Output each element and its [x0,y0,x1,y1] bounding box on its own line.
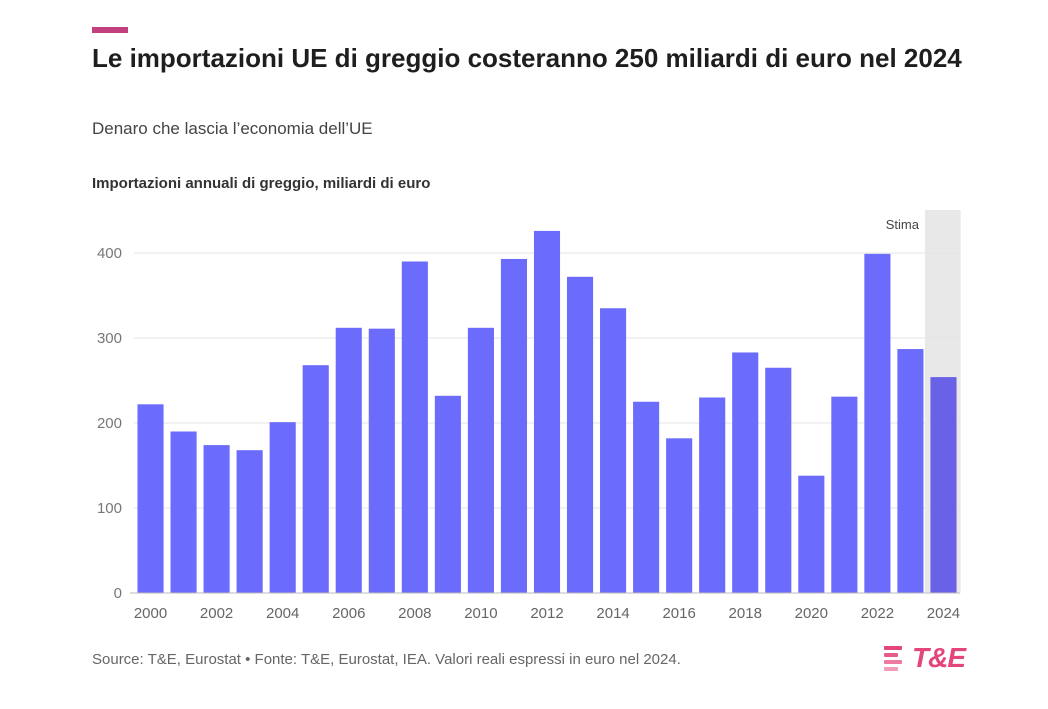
y-tick-label: 100 [97,500,122,517]
bar-2006 [335,327,362,593]
x-tick-label: 2018 [729,605,762,622]
bar-2007 [368,328,395,593]
chart-title: Le importazioni UE di greggio costeranno… [92,43,962,73]
accent-bar [92,27,128,33]
bar-2017 [699,397,726,593]
bar-2014 [600,308,627,593]
bar-2011 [500,258,528,593]
bar-2020 [798,475,825,593]
bar-2019 [765,367,792,593]
bar-2023 [897,349,924,593]
bar-2015 [633,401,660,593]
x-tick-label: 2020 [795,605,828,622]
y-tick-label: 0 [114,585,122,602]
y-tick-label: 300 [97,330,122,347]
bar-2018 [732,352,759,593]
bar-2012 [533,230,561,593]
logo-stripes-icon [884,646,906,672]
x-tick-label: 2010 [464,605,497,622]
logo-text: T&E [912,642,966,673]
bar-2005 [302,365,329,593]
x-tick-label: 2006 [332,605,365,622]
x-tick-label: 2004 [266,605,299,622]
x-tick-label: 2002 [200,605,233,622]
bar-2001 [170,431,197,593]
bar-2004 [269,422,296,593]
bar-2022 [864,253,891,593]
bar-2021 [831,396,858,593]
y-axis-label: Importazioni annuali di greggio, miliard… [92,175,431,192]
bar-2013 [566,276,594,593]
chart-subtitle: Denaro che lascia l’economia dell’UE [92,119,373,138]
bar-2016 [666,438,693,593]
x-tick-label: 2014 [596,605,629,622]
y-tick-label: 400 [97,245,122,262]
bar-2000 [137,404,164,593]
bar-2003 [236,450,263,593]
x-tick-label: 2000 [134,605,167,622]
bar-2010 [467,327,494,593]
x-tick-label: 2008 [398,605,431,622]
bar-2009 [434,395,461,593]
y-tick-label: 200 [97,415,122,432]
source-note: Source: T&E, Eurostat • Fonte: T&E, Euro… [92,651,681,668]
bar-2008 [401,261,428,593]
x-tick-label: 2022 [861,605,894,622]
x-tick-label: 2012 [530,605,563,622]
bar-2002 [203,445,230,593]
te-logo: T&E [884,642,984,674]
x-tick-label: 2024 [927,605,960,622]
bar-estimate-2024 [930,377,957,593]
x-tick-label: 2016 [662,605,695,622]
estimate-label: Stima [886,217,920,232]
